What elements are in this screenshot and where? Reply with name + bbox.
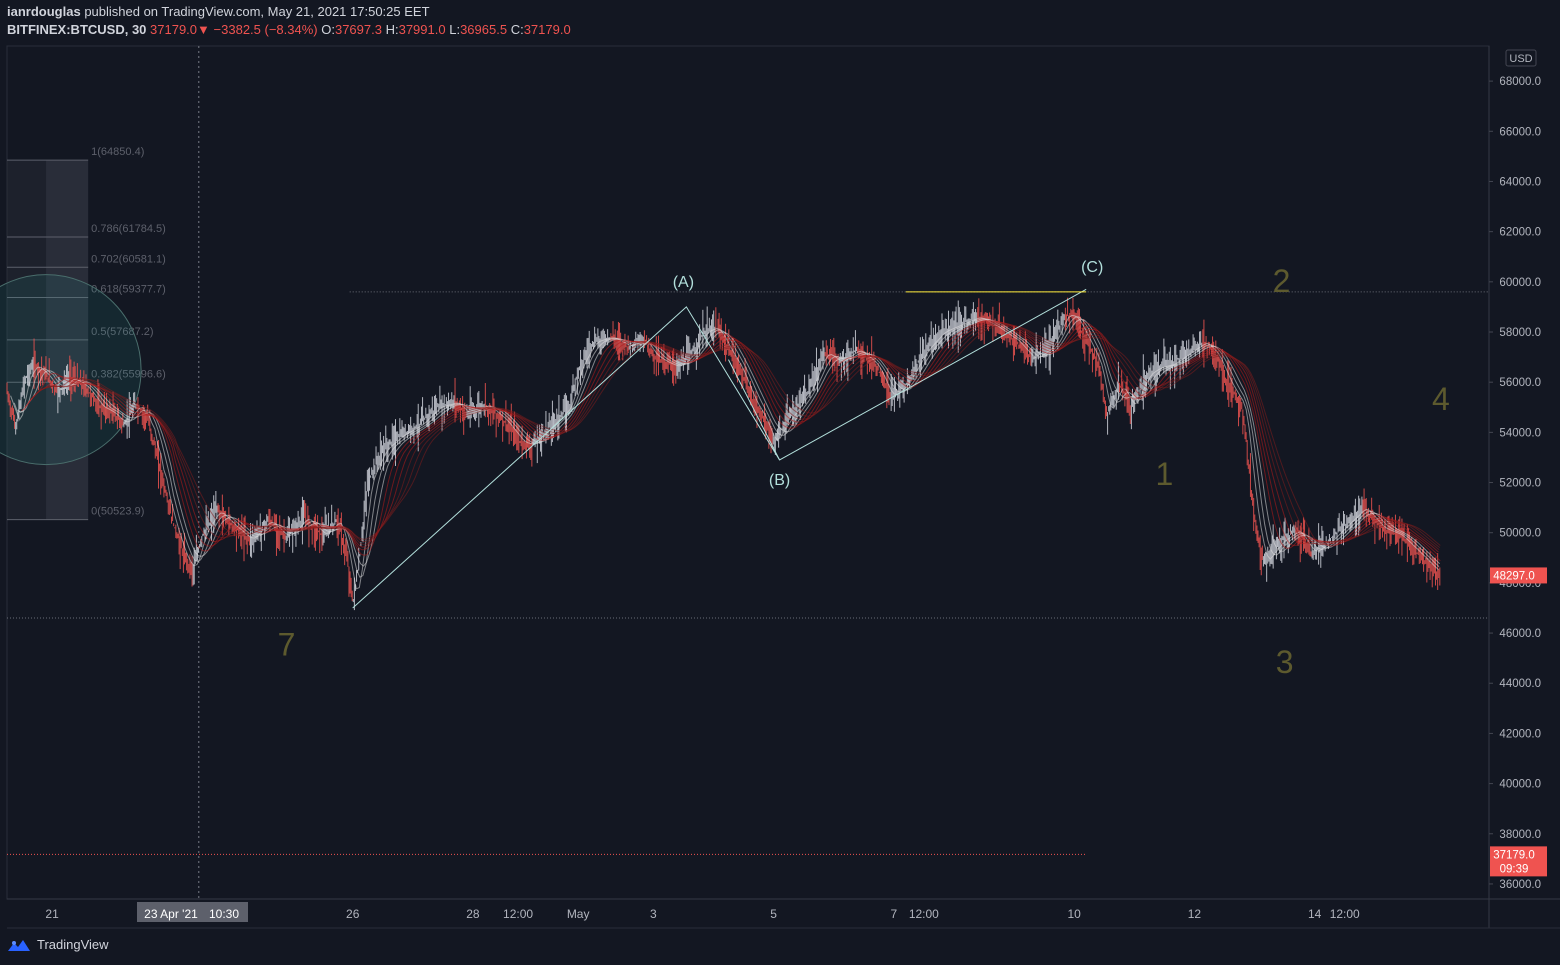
low-label: L: [449,22,461,37]
symbol-label[interactable]: BITFINEX:BTCUSD, 30 [7,22,147,37]
y-tick-label: 60000.0 [1499,277,1541,289]
y-tick-label: 56000.0 [1499,377,1541,389]
tradingview-brand[interactable]: TradingView [7,937,109,952]
fib-level-label: 0.618(59377.7) [91,283,166,295]
high-value: 37991.0 [398,22,446,37]
wave-label: (C) [1081,259,1103,276]
ma-line [10,314,1439,590]
x-tick-label: 12:00 [909,907,939,921]
crosshair-date-label: 23 Apr '21 [144,907,198,921]
wave-label: (A) [673,274,694,291]
high-label: H: [385,22,399,37]
wave-count-label: 1 [1155,456,1173,492]
y-tick-label: 38000.0 [1499,829,1541,841]
fib-level-label: 1(64850.4) [91,146,144,158]
x-tick-label: 26 [346,907,360,921]
ohlc-legend: BITFINEX:BTCUSD, 30 37179.0▼ −3382.5 (−8… [7,22,571,37]
x-tick-label: 7 [890,907,897,921]
y-tick-label: 44000.0 [1499,678,1541,690]
x-tick-label: May [567,907,590,921]
y-tick-label: 58000.0 [1499,327,1541,339]
price-label: 37179.0 [1493,849,1535,861]
low-value: 36965.5 [460,22,508,37]
fib-level-label: 0(50523.9) [91,506,144,518]
x-tick-label: 12 [1188,907,1202,921]
y-tick-label: 40000.0 [1499,779,1541,791]
crosshair-date-box [137,902,248,922]
brand-label: TradingView [37,937,109,952]
fib-level-label: 0.5(57687.2) [91,326,153,338]
publish-text: published on TradingView.com, May 21, 20… [84,4,430,19]
fib-level-label: 0.382(55996.6) [91,368,166,380]
price-label-box [1490,846,1547,877]
price-label: 48297.0 [1493,570,1535,582]
publish-info: ianrdouglas published on TradingView.com… [7,4,430,19]
wave-count-label: 2 [1273,263,1291,299]
y-tick-label: 64000.0 [1499,176,1541,188]
last-price: 37179.0 [150,22,198,37]
y-tick-label: 66000.0 [1499,126,1541,138]
author-name[interactable]: ianrdouglas [7,4,81,19]
currency-badge [1505,49,1537,67]
x-tick-label: 28 [466,907,480,921]
y-tick-label: 52000.0 [1499,478,1541,490]
y-tick-label: 62000.0 [1499,227,1541,239]
y-tick-label: 54000.0 [1499,427,1541,439]
y-tick-label: 42000.0 [1499,728,1541,740]
wave-count-label: 4 [1432,381,1450,417]
x-tick-label: 12:00 [503,907,533,921]
down-arrow-icon: ▼ [197,22,210,37]
fib-level-label: 0.702(60581.1) [91,253,166,265]
open-value: 37697.3 [334,22,382,37]
countdown-label: 09:39 [1500,863,1529,875]
ma-ribbon [10,314,1441,590]
close-value: 37179.0 [523,22,571,37]
wave-label: (B) [769,472,790,489]
y-tick-label: 36000.0 [1499,879,1541,891]
abc-wave-line [352,288,1087,609]
wave-count-label: 3 [1276,644,1294,680]
ma-line [21,320,1441,562]
x-tick-label: 10 [1067,907,1081,921]
plot-area [6,45,1490,900]
ma-line [39,324,1441,546]
crosshair-time-label: 10:30 [209,907,239,921]
ab-support-line [728,359,781,461]
fib-level-label: 0.786(61784.5) [91,223,166,235]
price-change: −3382.5 (−8.34%) [213,22,318,37]
close-label: C: [510,22,524,37]
open-label: O: [321,22,335,37]
y-tick-label: 68000.0 [1499,76,1541,88]
x-tick-label: 12:00 [1330,907,1360,921]
y-tick-label: 50000.0 [1499,528,1541,540]
ma-line [24,320,1439,556]
y-tick-label: 46000.0 [1499,628,1541,640]
currency-label: USD [1509,53,1532,65]
ma-line [28,321,1439,553]
x-tick-label: 3 [650,907,657,921]
x-tick-label: 21 [45,907,59,921]
x-tick-label: 14 [1308,907,1322,921]
tradingview-logo-icon [8,939,30,951]
wave-count-label: 7 [278,627,296,663]
price-label-box [1490,567,1547,584]
x-tick-label: 5 [770,907,777,921]
